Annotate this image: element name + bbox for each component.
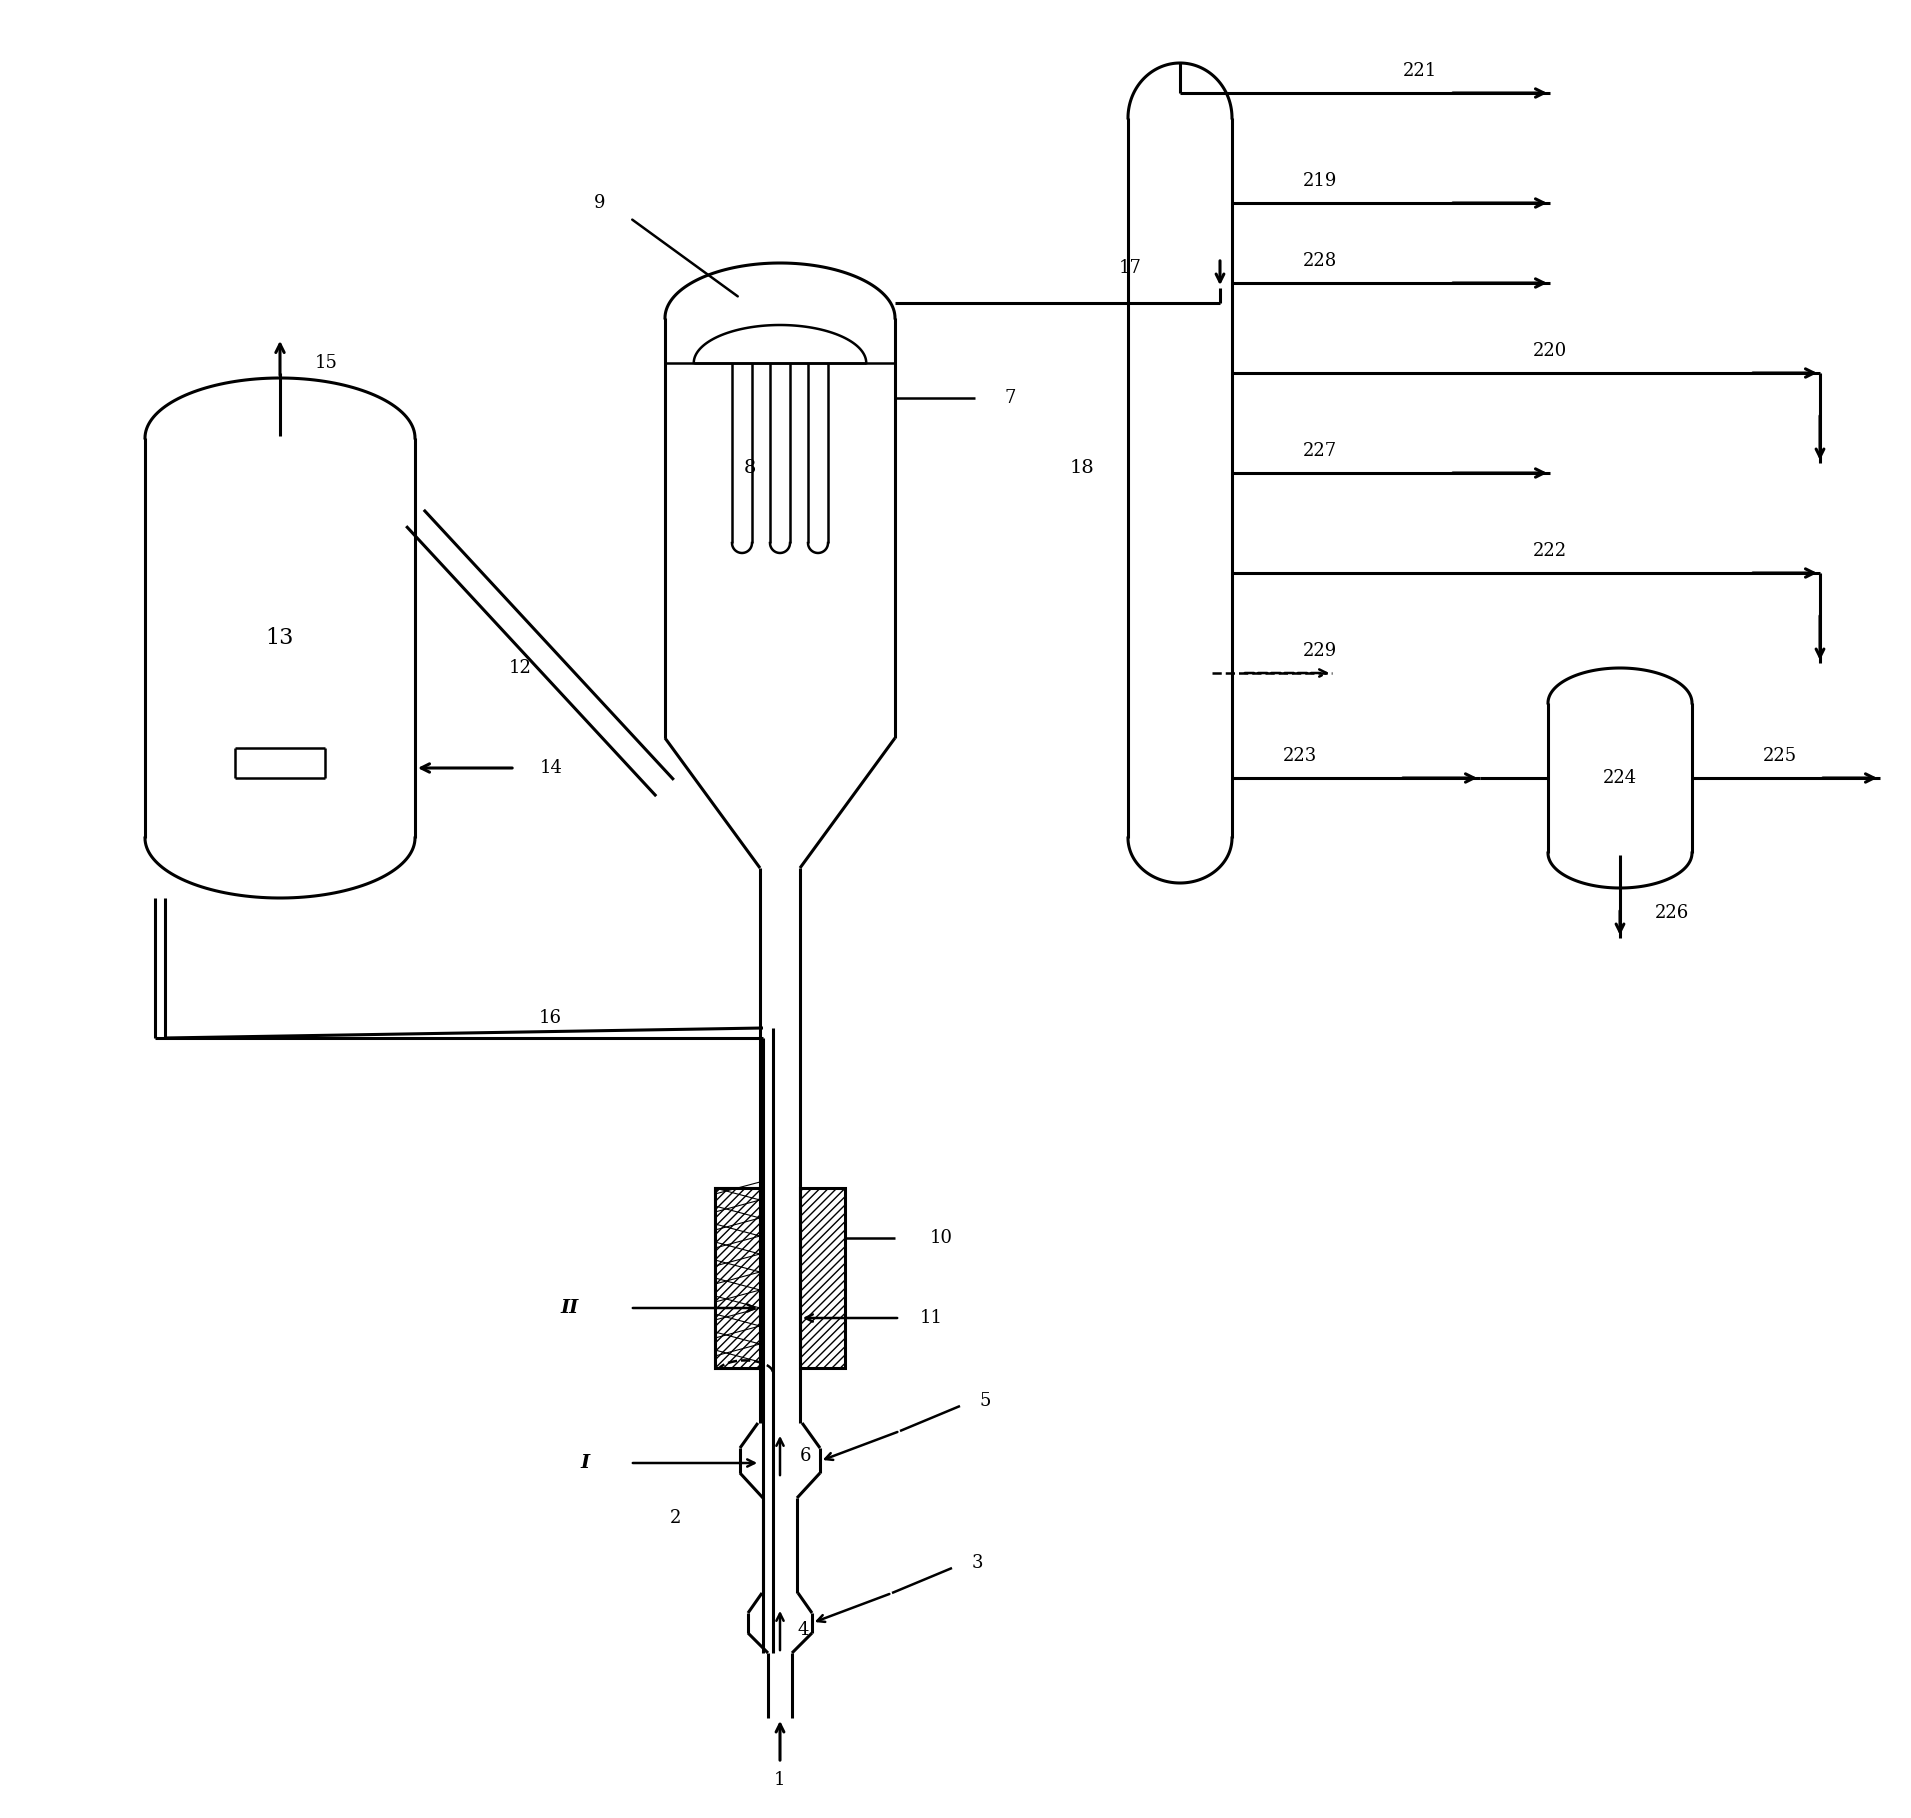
Text: 224: 224 bbox=[1603, 769, 1638, 787]
Text: 227: 227 bbox=[1303, 442, 1338, 460]
Text: 17: 17 bbox=[1118, 258, 1141, 276]
Text: 229: 229 bbox=[1303, 642, 1338, 660]
Bar bbox=[715, 1187, 761, 1367]
Text: I: I bbox=[581, 1454, 589, 1473]
Text: 10: 10 bbox=[931, 1229, 954, 1247]
Text: 6: 6 bbox=[801, 1447, 812, 1465]
Text: 1: 1 bbox=[774, 1771, 785, 1789]
Text: 13: 13 bbox=[266, 627, 294, 649]
Text: 15: 15 bbox=[315, 355, 338, 373]
Text: 12: 12 bbox=[508, 658, 531, 676]
Text: 9: 9 bbox=[594, 195, 606, 213]
Text: 225: 225 bbox=[1764, 747, 1796, 765]
Text: 228: 228 bbox=[1303, 253, 1338, 271]
Text: 223: 223 bbox=[1282, 747, 1317, 765]
Text: 226: 226 bbox=[1655, 904, 1689, 922]
Text: 220: 220 bbox=[1533, 342, 1567, 360]
Text: 18: 18 bbox=[1070, 458, 1095, 476]
Bar bbox=[801, 1187, 845, 1367]
Text: II: II bbox=[560, 1300, 579, 1316]
Text: 219: 219 bbox=[1303, 173, 1338, 191]
Text: 16: 16 bbox=[539, 1009, 562, 1027]
Text: 7: 7 bbox=[1005, 389, 1017, 407]
Text: 11: 11 bbox=[919, 1309, 942, 1327]
Text: 8: 8 bbox=[743, 458, 757, 476]
Text: 2: 2 bbox=[671, 1509, 682, 1527]
Text: 222: 222 bbox=[1533, 542, 1567, 560]
Bar bbox=[715, 1187, 761, 1367]
Text: 4: 4 bbox=[799, 1622, 810, 1640]
Text: 221: 221 bbox=[1403, 62, 1437, 80]
Text: 3: 3 bbox=[973, 1554, 984, 1573]
Text: 14: 14 bbox=[541, 758, 564, 776]
Text: 5: 5 bbox=[980, 1393, 992, 1411]
